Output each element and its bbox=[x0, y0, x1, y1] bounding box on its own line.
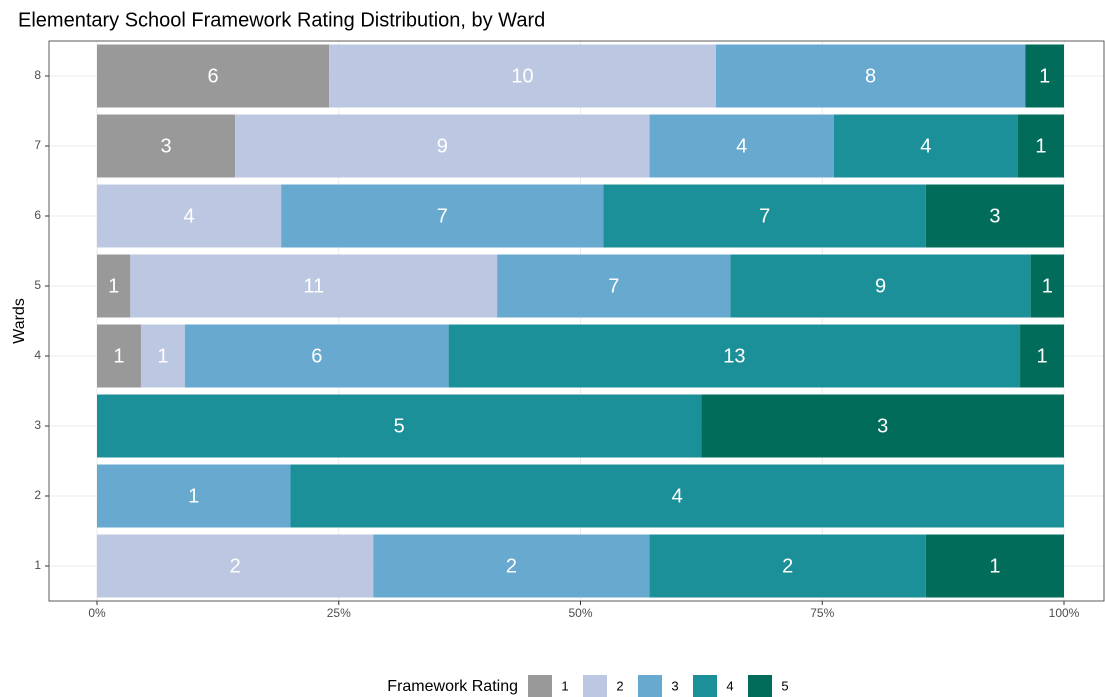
data-label: 10 bbox=[511, 65, 533, 87]
bar-segment bbox=[235, 114, 650, 178]
data-label: 2 bbox=[230, 555, 241, 577]
bar-segment bbox=[1025, 44, 1064, 108]
data-label: 7 bbox=[759, 205, 770, 227]
bar-segment bbox=[97, 534, 374, 598]
bar-segment bbox=[97, 324, 141, 388]
data-label: 6 bbox=[311, 345, 322, 367]
data-label: 4 bbox=[184, 205, 195, 227]
legend-label: 2 bbox=[616, 678, 623, 693]
data-label: 3 bbox=[877, 415, 888, 437]
data-label: 1 bbox=[1036, 345, 1047, 367]
bar-segment bbox=[925, 534, 1064, 598]
y-tick-label: 4 bbox=[34, 348, 41, 362]
legend-title: Framework Rating bbox=[387, 678, 518, 695]
data-label: 11 bbox=[303, 275, 324, 297]
data-label: 4 bbox=[920, 135, 931, 157]
data-label: 4 bbox=[672, 485, 683, 507]
data-label: 9 bbox=[875, 275, 886, 297]
y-tick-label: 7 bbox=[34, 138, 41, 152]
data-label: 1 bbox=[188, 485, 199, 507]
bar-segment bbox=[649, 114, 834, 178]
bar-segment bbox=[730, 254, 1031, 318]
data-label: 1 bbox=[989, 555, 1000, 577]
y-axis-label: Wards bbox=[11, 298, 28, 344]
chart-title: Elementary School Framework Rating Distr… bbox=[18, 9, 545, 31]
x-tick-label: 100% bbox=[1049, 606, 1080, 620]
data-label: 7 bbox=[437, 205, 448, 227]
bar-segment bbox=[603, 184, 926, 248]
data-label: 5 bbox=[394, 415, 405, 437]
bar-segment bbox=[329, 44, 716, 108]
data-label: 13 bbox=[723, 345, 745, 367]
y-tick-label: 1 bbox=[34, 558, 41, 572]
bar-segment bbox=[1017, 114, 1064, 178]
data-label: 9 bbox=[437, 135, 448, 157]
bar-segment bbox=[833, 114, 1018, 178]
x-tick-label: 75% bbox=[810, 606, 834, 620]
data-label: 1 bbox=[108, 275, 119, 297]
bar-segment bbox=[97, 114, 236, 178]
x-tick-label: 25% bbox=[327, 606, 351, 620]
legend-label: 4 bbox=[726, 678, 733, 693]
bar-segment bbox=[184, 324, 449, 388]
data-label: 8 bbox=[865, 65, 876, 87]
bar-segment bbox=[1020, 324, 1064, 388]
legend-swatch bbox=[748, 675, 772, 697]
legend-swatch bbox=[583, 675, 607, 697]
y-tick-label: 2 bbox=[34, 488, 41, 502]
y-tick-label: 5 bbox=[34, 278, 41, 292]
x-tick-label: 0% bbox=[88, 606, 106, 620]
bar-segment bbox=[97, 394, 702, 458]
data-label: 4 bbox=[736, 135, 747, 157]
data-label: 2 bbox=[782, 555, 793, 577]
legend-label: 5 bbox=[781, 678, 788, 693]
bar-segment bbox=[649, 534, 926, 598]
data-label: 1 bbox=[157, 345, 168, 367]
y-tick-label: 8 bbox=[34, 68, 41, 82]
x-tick-label: 50% bbox=[568, 606, 592, 620]
data-label: 2 bbox=[506, 555, 517, 577]
data-label: 1 bbox=[1042, 275, 1053, 297]
bar-segment bbox=[701, 394, 1064, 458]
bar-segment bbox=[497, 254, 731, 318]
bar-segment bbox=[97, 464, 291, 528]
bar-segment bbox=[1030, 254, 1064, 318]
panel-border bbox=[48, 40, 1105, 602]
bar-segment bbox=[373, 534, 650, 598]
legend-swatch bbox=[528, 675, 552, 697]
data-label: 3 bbox=[989, 205, 1000, 227]
data-label: 3 bbox=[161, 135, 172, 157]
bar-segment bbox=[715, 44, 1026, 108]
data-label: 7 bbox=[608, 275, 619, 297]
data-label: 1 bbox=[1039, 65, 1050, 87]
y-tick-label: 3 bbox=[34, 418, 41, 432]
bar-segment bbox=[281, 184, 604, 248]
y-tick-label: 6 bbox=[34, 208, 41, 222]
bar-segment bbox=[925, 184, 1064, 248]
data-label: 6 bbox=[207, 65, 218, 87]
data-label: 1 bbox=[1035, 135, 1046, 157]
bar-segment bbox=[140, 324, 185, 388]
legend-swatch bbox=[638, 675, 662, 697]
bar-segment bbox=[130, 254, 498, 318]
bar-segment bbox=[97, 184, 282, 248]
bar-segment bbox=[97, 44, 330, 108]
bar-segment bbox=[97, 254, 131, 318]
legend-label: 3 bbox=[671, 678, 678, 693]
bar-segment bbox=[448, 324, 1021, 388]
legend-label: 1 bbox=[561, 678, 568, 693]
legend-swatch bbox=[693, 675, 717, 697]
bar-segment bbox=[290, 464, 1064, 528]
data-label: 1 bbox=[113, 345, 124, 367]
